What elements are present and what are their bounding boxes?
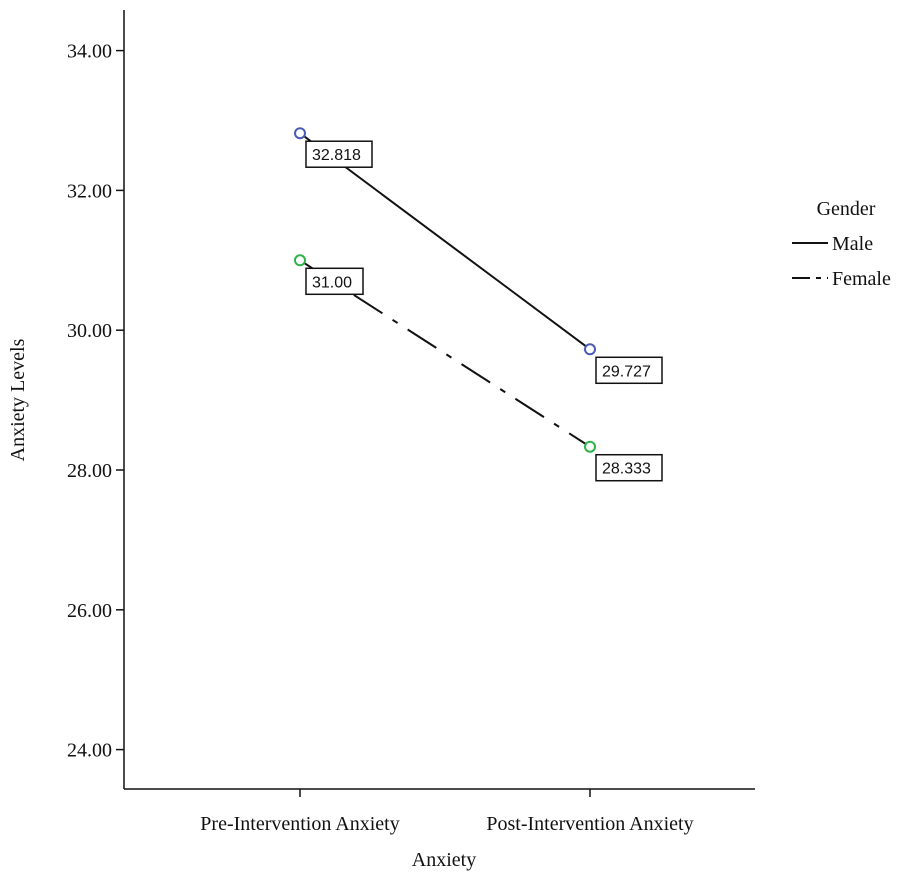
data-label-box	[305, 267, 364, 296]
data-label-box	[595, 356, 663, 385]
data-point-male	[294, 127, 306, 140]
legend: Gender Male Female	[792, 198, 891, 290]
legend-title: Gender	[817, 198, 876, 220]
legend-label-male: Male	[832, 233, 873, 255]
y-tick-label: 26.00	[67, 600, 112, 622]
series-lines	[299, 132, 591, 448]
y-tick-label: 28.00	[67, 460, 112, 482]
series-line-female	[299, 259, 591, 448]
data-point-female	[294, 254, 306, 267]
data-label-box	[305, 140, 373, 168]
data-label: 29.727	[602, 363, 651, 380]
x-axis-title: Anxiety	[412, 849, 476, 871]
x-tick-label: Post-Intervention Anxiety	[486, 813, 693, 835]
x-tick-label: Pre-Intervention Anxiety	[200, 813, 399, 835]
y-tick-label: 30.00	[67, 320, 112, 342]
data-label: 28.333	[602, 461, 651, 478]
x-ticks: Pre-Intervention Anxiety Post-Interventio…	[200, 789, 694, 835]
y-tick-label: 32.00	[67, 180, 112, 202]
y-tick-label: 24.00	[67, 740, 112, 762]
data-labels: 32.818 29.727 31.00 28.333	[305, 140, 663, 482]
legend-label-female: Female	[832, 268, 891, 290]
series-line-male	[299, 132, 591, 351]
data-label: 32.818	[312, 147, 361, 164]
y-ticks: 24.00 26.00 28.00 30.00 32.00 34.00	[67, 41, 124, 762]
data-label: 31.00	[312, 274, 352, 291]
data-point-male	[584, 343, 596, 356]
markers	[294, 127, 596, 453]
y-axis-title: Anxiety Levels	[7, 338, 29, 461]
axes	[123, 10, 755, 790]
y-tick-label: 34.00	[67, 41, 112, 63]
data-point-female	[584, 440, 596, 453]
data-label-box	[595, 453, 663, 482]
